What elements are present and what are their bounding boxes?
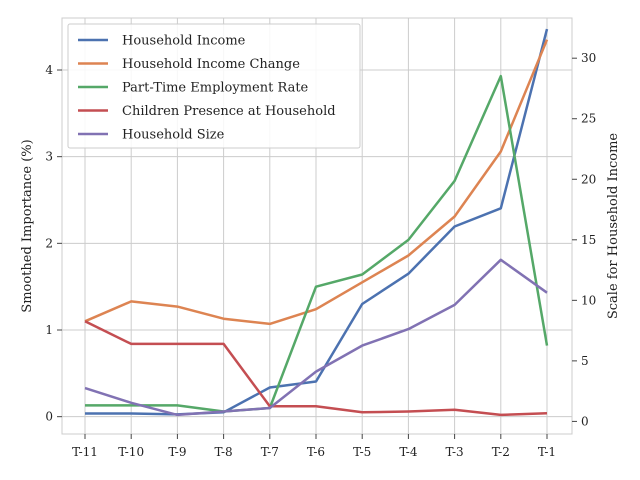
series-line-part-time-employment-rate	[85, 74, 549, 413]
legend-label-part-time-employment-rate: Part-Time Employment Rate	[122, 81, 309, 96]
legend-box	[67, 23, 361, 149]
series-layer	[84, 28, 549, 417]
x-tick-label: T-8	[215, 445, 233, 459]
legend-label-children-presence-at-household: Children Presence at Household	[122, 104, 336, 119]
y-axis-label: Smoothed Importance (%)	[20, 139, 35, 312]
y2-tick-label: 30	[581, 51, 596, 65]
y2-tick-label: 10	[581, 293, 596, 307]
x-tick-label: T-1	[538, 445, 556, 459]
series-line-household-income-change	[84, 39, 549, 326]
y-tick-label: 2	[45, 236, 53, 250]
y-axis-left: 0 1 2 3 4	[45, 63, 62, 424]
x-tick-label: T-11	[72, 445, 98, 459]
x-tick-label: T-2	[492, 445, 510, 459]
x-axis: T-11 T-10 T-9 T-8 T-7 T-6 T-5 T-4 T-3 T-2 T-1	[72, 434, 556, 459]
x-tick-label: T-3	[446, 445, 464, 459]
y-axis-right: 0 5 10 15 20 25 30	[572, 51, 596, 428]
x-tick-label: T-6	[307, 445, 325, 459]
series-line-household-size	[84, 258, 548, 417]
x-tick-label: T-7	[261, 445, 279, 459]
legend-label-household-size: Household Size	[122, 128, 225, 143]
legend-label-household-income-change: Household Income Change	[122, 57, 300, 72]
series-line-household-income	[85, 28, 549, 416]
y2-tick-label: 5	[581, 354, 589, 368]
y2-axis-label: Scale for Household Income	[606, 133, 621, 320]
x-tick-label: T-10	[118, 445, 144, 459]
y-tick-label: 0	[45, 410, 53, 424]
x-tick-label: T-4	[399, 445, 418, 459]
y-tick-label: 1	[45, 323, 53, 337]
plot-frame	[61, 17, 573, 435]
legend-label-household-income: Household Income	[122, 34, 246, 49]
series-line-children-presence-at-household	[84, 320, 548, 417]
y2-tick-label: 0	[581, 414, 589, 428]
y2-tick-label: 25	[581, 112, 596, 126]
x-tick-label: T-5	[353, 445, 371, 459]
y2-tick-label: 15	[581, 233, 596, 247]
y-tick-label: 4	[45, 63, 53, 77]
y-tick-label: 3	[45, 150, 53, 164]
legend: Household Income Household Income Change P…	[67, 23, 361, 149]
y2-tick-label: 20	[581, 172, 596, 186]
x-tick-label: T-9	[168, 445, 186, 459]
